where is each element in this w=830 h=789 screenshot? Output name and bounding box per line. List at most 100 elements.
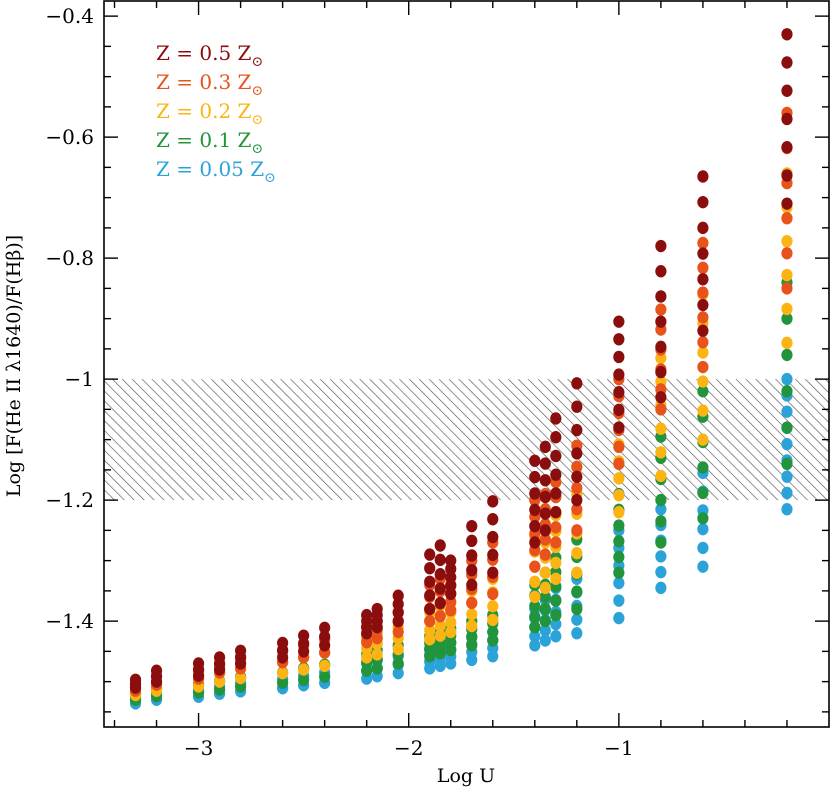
data-point <box>487 600 499 613</box>
data-point <box>539 634 551 647</box>
data-point <box>434 582 446 595</box>
points-layer <box>129 28 793 710</box>
data-point <box>298 673 310 687</box>
data-point <box>697 324 709 337</box>
data-point <box>487 587 499 601</box>
hatched-band <box>104 379 829 501</box>
data-point <box>539 490 551 504</box>
data-point <box>781 84 793 97</box>
data-point <box>539 474 551 487</box>
data-point <box>781 302 793 316</box>
data-point <box>613 457 625 471</box>
data-point <box>539 624 551 637</box>
data-point <box>697 346 709 359</box>
data-point <box>392 606 404 619</box>
data-point <box>539 602 551 616</box>
data-point <box>571 524 583 537</box>
data-point <box>697 261 709 275</box>
legend-entry: Z = 0.1 Z⊙ <box>156 128 263 157</box>
data-point <box>613 386 625 399</box>
data-point <box>655 365 667 379</box>
data-point <box>487 634 499 647</box>
y-tick-label: −1.2 <box>45 488 94 512</box>
data-point <box>539 566 551 579</box>
data-point <box>655 469 667 483</box>
data-point <box>550 617 562 631</box>
data-point <box>361 651 373 664</box>
data-point <box>571 585 583 598</box>
data-point <box>466 549 478 562</box>
data-point <box>466 578 478 592</box>
data-point <box>424 575 436 588</box>
data-point <box>361 636 373 649</box>
data-point <box>781 141 793 154</box>
data-point <box>613 350 625 364</box>
data-point <box>434 646 446 660</box>
data-point <box>571 460 583 474</box>
data-point <box>550 594 562 607</box>
data-point <box>529 503 541 517</box>
data-point <box>697 360 709 374</box>
data-point <box>781 211 793 225</box>
data-point <box>424 602 436 616</box>
data-point <box>697 195 709 209</box>
data-point <box>697 404 709 417</box>
data-point <box>361 627 373 640</box>
data-point <box>550 630 562 643</box>
data-point <box>655 239 667 253</box>
data-point <box>539 581 551 595</box>
data-point <box>571 447 583 460</box>
data-point <box>655 391 667 404</box>
data-point <box>697 236 709 250</box>
data-point <box>487 548 499 562</box>
data-point <box>466 519 478 533</box>
data-point <box>571 613 583 626</box>
data-point <box>697 560 709 573</box>
data-point <box>445 616 457 629</box>
data-point <box>781 385 793 398</box>
data-point <box>613 403 625 417</box>
data-point <box>781 28 793 41</box>
data-point <box>445 643 457 657</box>
data-point <box>361 664 373 677</box>
data-point <box>571 400 583 413</box>
data-point <box>655 340 667 354</box>
ticks-layer: −3 −2 −1 −1.4 −1.2 −1 −0.8 −0.6 −0.4 <box>45 1 829 760</box>
data-point <box>277 666 289 680</box>
data-point <box>697 247 709 260</box>
data-point <box>781 169 793 182</box>
data-point <box>529 575 541 588</box>
data-point <box>781 486 793 500</box>
data-point <box>613 519 625 532</box>
data-point <box>319 639 331 652</box>
data-point <box>539 507 551 520</box>
data-point <box>613 576 625 590</box>
data-point <box>550 506 562 519</box>
data-point <box>424 561 436 575</box>
data-point <box>539 440 551 454</box>
data-point <box>550 536 562 549</box>
data-point <box>539 533 551 546</box>
data-point <box>571 503 583 516</box>
data-point <box>655 303 667 316</box>
data-point <box>571 546 583 560</box>
data-point <box>571 602 583 616</box>
data-point <box>466 608 478 621</box>
data-point <box>613 566 625 579</box>
data-point <box>487 625 499 639</box>
data-point <box>697 170 709 183</box>
data-point <box>371 648 383 661</box>
data-point <box>298 645 310 658</box>
data-point <box>213 663 226 676</box>
x-tick-label: −3 <box>184 736 213 760</box>
data-point <box>234 680 247 693</box>
data-point <box>571 493 583 507</box>
data-point <box>655 351 667 365</box>
data-point <box>445 587 457 601</box>
data-point <box>150 675 163 688</box>
data-point <box>781 437 793 451</box>
data-point <box>697 461 709 474</box>
legend: Z = 0.5 Z⊙Z = 0.3 Z⊙Z = 0.2 Z⊙Z = 0.1 Z⊙… <box>156 41 276 186</box>
data-point <box>550 468 562 481</box>
